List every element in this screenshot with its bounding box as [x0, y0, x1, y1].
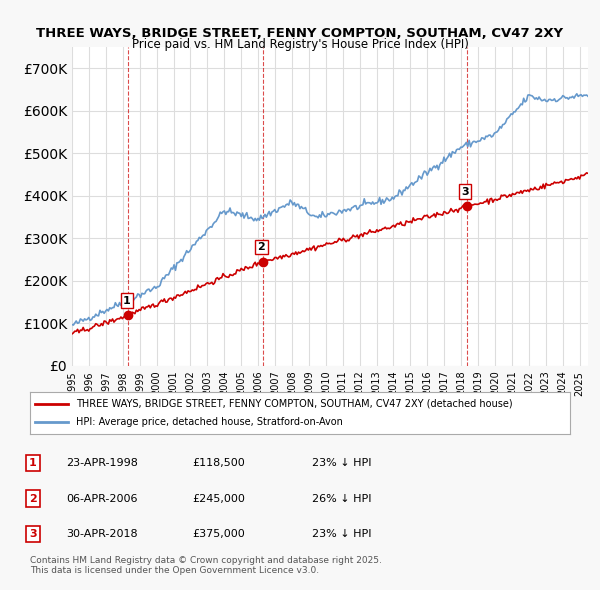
Text: 23% ↓ HPI: 23% ↓ HPI [312, 458, 371, 468]
Text: 06-APR-2006: 06-APR-2006 [66, 494, 137, 503]
Text: 26% ↓ HPI: 26% ↓ HPI [312, 494, 371, 503]
Text: 3: 3 [461, 186, 469, 196]
Text: 23-APR-1998: 23-APR-1998 [66, 458, 138, 468]
Text: 3: 3 [29, 529, 37, 539]
Text: 1: 1 [29, 458, 37, 468]
Text: THREE WAYS, BRIDGE STREET, FENNY COMPTON, SOUTHAM, CV47 2XY: THREE WAYS, BRIDGE STREET, FENNY COMPTON… [37, 27, 563, 40]
Text: 30-APR-2018: 30-APR-2018 [66, 529, 137, 539]
Text: Contains HM Land Registry data © Crown copyright and database right 2025.
This d: Contains HM Land Registry data © Crown c… [30, 556, 382, 575]
Text: 2: 2 [29, 494, 37, 503]
Text: £118,500: £118,500 [192, 458, 245, 468]
Text: £245,000: £245,000 [192, 494, 245, 503]
Text: £375,000: £375,000 [192, 529, 245, 539]
Text: 1: 1 [123, 296, 131, 306]
Text: THREE WAYS, BRIDGE STREET, FENNY COMPTON, SOUTHAM, CV47 2XY (detached house): THREE WAYS, BRIDGE STREET, FENNY COMPTON… [76, 399, 512, 409]
Text: HPI: Average price, detached house, Stratford-on-Avon: HPI: Average price, detached house, Stra… [76, 418, 343, 428]
Text: Price paid vs. HM Land Registry's House Price Index (HPI): Price paid vs. HM Land Registry's House … [131, 38, 469, 51]
Text: 23% ↓ HPI: 23% ↓ HPI [312, 529, 371, 539]
Text: 2: 2 [257, 242, 265, 252]
